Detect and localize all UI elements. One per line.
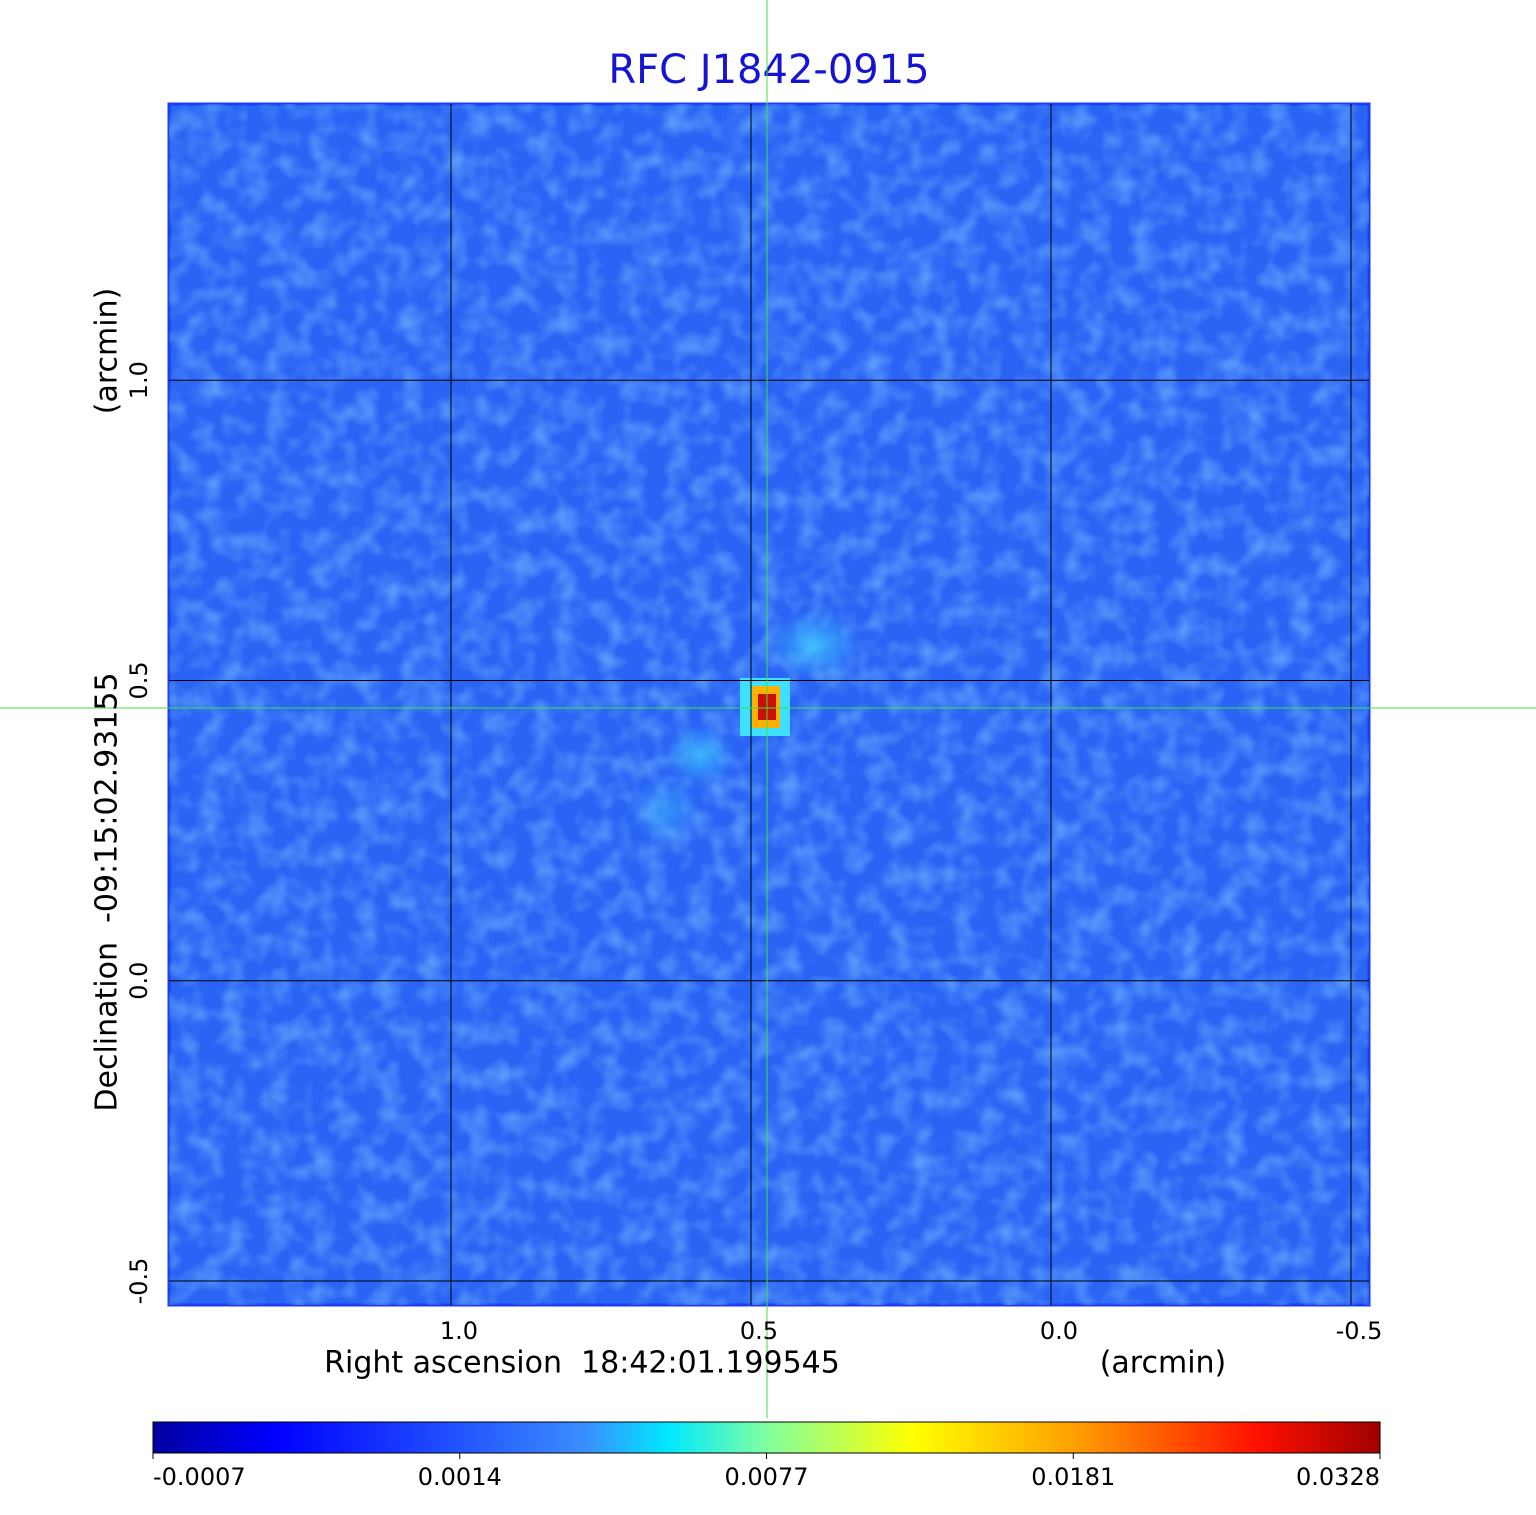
- colorbar-tick-label: -0.0007: [153, 1463, 246, 1491]
- y-axis-unit: (arcmin): [90, 288, 125, 415]
- y-axis-label: Declination -09:15:02.93155: [90, 672, 125, 1111]
- x-tick-label: 1.0: [440, 1317, 478, 1345]
- colorbar-tick-label: 0.0181: [1031, 1463, 1115, 1491]
- colorbar-tick-label: 0.0014: [418, 1463, 502, 1491]
- image-feature: [665, 725, 735, 785]
- y-tick-label: 0.5: [125, 661, 153, 699]
- image-feature: [630, 775, 700, 845]
- x-tick-label: 0.5: [740, 1317, 778, 1345]
- x-axis-label: Right ascension 18:42:01.199545: [324, 1346, 840, 1381]
- colorbar: [152, 1421, 1381, 1454]
- y-tick-label: -0.5: [125, 1258, 153, 1305]
- image: [167, 102, 1371, 1307]
- y-tick-label: 1.0: [125, 361, 153, 399]
- x-tick-label: -0.5: [1336, 1317, 1383, 1345]
- x-tick-label: 0.0: [1040, 1317, 1078, 1345]
- chart-title: RFC J1842-0915: [608, 47, 929, 93]
- y-tick-label: 0.0: [125, 962, 153, 1000]
- colorbar-tick-label: 0.0077: [725, 1463, 809, 1491]
- image-feature: [770, 610, 860, 680]
- x-axis-unit: (arcmin): [1100, 1346, 1227, 1381]
- colorbar-tick-label: 0.0328: [1296, 1463, 1380, 1491]
